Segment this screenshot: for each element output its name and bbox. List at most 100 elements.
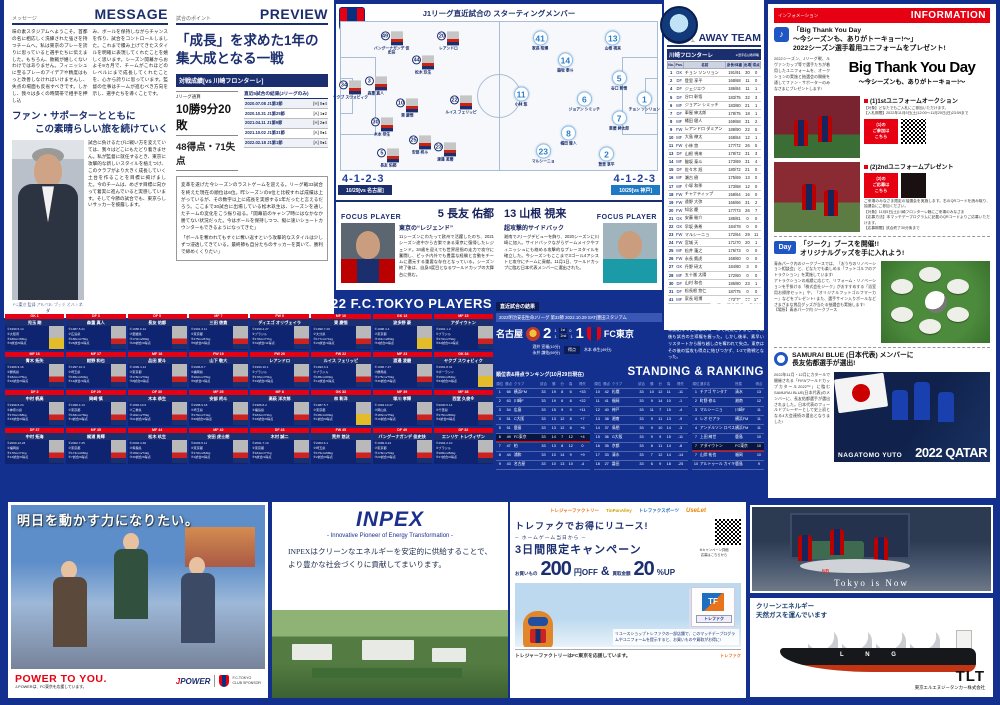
player-position-number: MF 17 xyxy=(66,352,126,357)
standings-row: 4 51 C大阪 33 13 12 8 +7 xyxy=(496,416,590,426)
player-stats: ①1997.10.4 ②埼玉県 ③166cm/63kg ④14試合/1得点 xyxy=(68,365,90,384)
player-name: 塚川 孝輝 xyxy=(372,395,432,402)
player-card: MF 25 安部 柊斗 ①1998.9.18 ②埼玉県 ③176cm/71kg … xyxy=(188,390,248,426)
nagoya-crest xyxy=(526,326,541,341)
player-position-number: MF 25 xyxy=(188,390,248,395)
player-photo xyxy=(422,55,435,70)
standings-row: 16 35 京都 33 8 11 14 -8 xyxy=(594,443,688,452)
player-stats: ①1996.8.7 ②福岡県 ③182cm/75kg ④6試合/1得点 xyxy=(190,365,211,384)
player-name: 林 彰洋 xyxy=(311,395,371,402)
player-stats: ①1998.4.13 ②東京都 ③183cm/76kg ④4試合/0得点 xyxy=(68,403,88,422)
jpower-logo: JPOWER xyxy=(175,676,211,686)
player-name: 青木 拓矢 xyxy=(5,357,65,364)
player-position-number: MF 39 xyxy=(372,390,432,395)
player-position-number: MF 16 xyxy=(5,352,65,357)
campaign-title: 3日間限定キャンペーン xyxy=(515,544,642,556)
lng-lettering: L N G xyxy=(840,652,906,659)
away-team-name-bar: 川崎フロンターレ ※選手名は敬称略 xyxy=(667,49,761,60)
yamane-photo xyxy=(603,223,657,283)
player-stats: ①1991.8.31 ②ポーランド ③190cm/84kg ④33試合/0得点 xyxy=(435,365,457,384)
standing-label-en: STANDING & RANKING xyxy=(627,366,764,379)
celebration-photo-1 xyxy=(774,95,860,158)
player-photo xyxy=(49,326,65,349)
league-total-record: Jリーグ通算 10勝9分20敗 48得点・71失点 xyxy=(176,91,238,172)
player-card: DF 3 森重 真人 ①1987.5.21 ②広島県 ③180cm/76kg ④… xyxy=(66,314,126,350)
shirt-number: 25 xyxy=(409,135,418,145)
preview-label-jp: 試合のポイント xyxy=(176,16,212,22)
home-scorers: 酒井 宣福(10分) 永井 謙佑(69分) xyxy=(532,344,560,355)
shirt-number: 3 xyxy=(364,76,374,86)
player-photo xyxy=(478,402,493,425)
player-position-number: DF 32 xyxy=(433,428,493,433)
home-player-chip: 3 森重 真人 xyxy=(358,76,394,95)
player-position-number: MF 10 xyxy=(311,314,371,319)
player-stats: ①2003.4.30 ②青森県 ③180cm/74kg ④30試合/3得点 xyxy=(129,441,151,460)
player-photo xyxy=(387,148,400,163)
player-position-number: FW 20 xyxy=(250,352,310,357)
coach-photo xyxy=(12,140,84,301)
information-header: インフォメーション INFORMATION xyxy=(774,8,990,23)
shirt-number: 6 xyxy=(576,91,592,107)
player-name: 西堂 久俊※ xyxy=(433,395,493,402)
standings-table-a: 順位 勝点 クラブ 試合 勝分 負得失 1 65 横浜FM 33 19 8 6 +33 xyxy=(496,381,590,470)
player-name: ルイス フェリッピ xyxy=(311,357,371,364)
new-balance-ad: NB Tokyo is Now xyxy=(750,505,993,593)
player-stats: ①1991.3.11 ②東京都 ③175cm/67kg ④5試合/0得点 xyxy=(190,327,211,346)
trefac-subline: ─ ホームゲーム当日から ─ xyxy=(515,536,587,541)
player-photo xyxy=(478,326,493,349)
player-photo xyxy=(355,326,371,349)
shirt-number: 30 xyxy=(371,117,381,127)
away-player-chip: 7 車屋 紳太郎 xyxy=(599,110,639,132)
record-wdl: 10勝9分20敗 xyxy=(176,101,238,137)
day-badge-icon: Day xyxy=(774,240,796,254)
player-name: 橘田 健人 xyxy=(560,141,577,146)
player-photo xyxy=(374,76,387,91)
player-photo xyxy=(355,440,371,463)
away-match-tag: 10/29[vs 神戸] xyxy=(611,185,660,195)
zieque-title: 「ジーク」ブースを開催!! オリジナルグッズを手に入れよう! xyxy=(800,240,905,257)
scorer-row: 4 アンデルソン ロペス 横浜FM 11 xyxy=(692,425,764,435)
home-formation: 4-1-2-3 xyxy=(342,173,385,185)
away-roster-row: 23 FW マルシーニョ 172/64 29 11 xyxy=(667,230,761,240)
player-name: 木本 恭生 xyxy=(373,132,391,137)
home-player-chip: 49 バングーナガンデ 佳史扶 xyxy=(374,31,410,54)
away-team-panel: アウェイチーム AWAY TEAM 川崎フロンターレ ※選手名は敬称略 No.P… xyxy=(664,0,764,330)
player-stats: ①1987.5.21 ②広島県 ③180cm/76kg ④26試合/2得点 xyxy=(68,327,90,346)
recent-results: 直近5試合の結果(Jリーグのみ) 2020.07.08 J1第3節 [H] 0●… xyxy=(244,91,328,171)
scorer-ranking-table: 順位 選手名 所属 得点 1 チアゴ サンタナ 清水 13 2 町野 修斗 湘南 12 xyxy=(692,381,764,470)
shirt-number: 44 xyxy=(412,55,422,65)
away-roster-row: 30 DF 山村 和也 186/80 23 1 xyxy=(667,279,761,288)
jpower-slogan: POWER TO YOU. xyxy=(15,672,107,685)
trefac-headline: トレファクでお得にリユース! xyxy=(515,521,649,531)
player-name: 谷口 彰悟 xyxy=(610,86,628,91)
pitch-diagram: 34 ヤクブ スウォビィク 49 バングーナガンデ 佳史扶 xyxy=(333,21,660,171)
trefac-logo-strip: トレジャーファクトリー TinPanAlley トレファクスポーツ UseLet xyxy=(515,505,741,516)
player-name: 木本 恭生 xyxy=(127,395,187,402)
player-name: 梶浦 勇輝 xyxy=(66,433,126,440)
uselet-logo: UseLet xyxy=(685,507,706,514)
away-roster-row: 41 MF 家長 昭博 173/70 33 12 xyxy=(667,295,761,304)
away-roster-row: 10 MF 大島 僚太 168/64 12 1 xyxy=(667,133,761,143)
scorers-row: 酒井 宣福(10分) 永井 謙佑(69分) 得点 木本 恭生(49分) xyxy=(496,344,662,356)
player-photo xyxy=(171,402,187,425)
player-name: アダイウトン xyxy=(433,319,493,326)
shirt-number: 2 xyxy=(598,146,614,162)
samurai-blue-body: 2022年11月・12月にカタールで開催される「FIFAワールドカップカタール2… xyxy=(774,372,830,425)
player-name: マルシーニョ xyxy=(531,159,555,164)
scorer-row: 7 アダイウトン FC東京 10 xyxy=(692,442,764,452)
player-name: ジョアン シミッチ xyxy=(568,107,600,112)
player-stats: ①2000.12.23 ②福岡県 ③178cm/71kg ④13試合/0得点 xyxy=(7,441,29,460)
preview-header: 試合のポイント PREVIEW xyxy=(176,6,328,25)
player-photo xyxy=(478,440,493,463)
present-cta-box: (2)の ご応募は こちら xyxy=(864,172,898,198)
auction-qr-code xyxy=(901,118,926,144)
player-position-number: DF 49 xyxy=(372,428,432,433)
player-photo xyxy=(171,326,187,349)
player-photo xyxy=(49,440,65,463)
away-roster-row: 20 FW 知念 慶 177/73 26 7 xyxy=(667,206,761,215)
home-score: 2 xyxy=(543,325,552,342)
player-name: 木村 誠二 xyxy=(250,433,310,440)
player-photo xyxy=(355,402,371,425)
home-player-chip: 10 東 慶悟 xyxy=(389,98,425,117)
